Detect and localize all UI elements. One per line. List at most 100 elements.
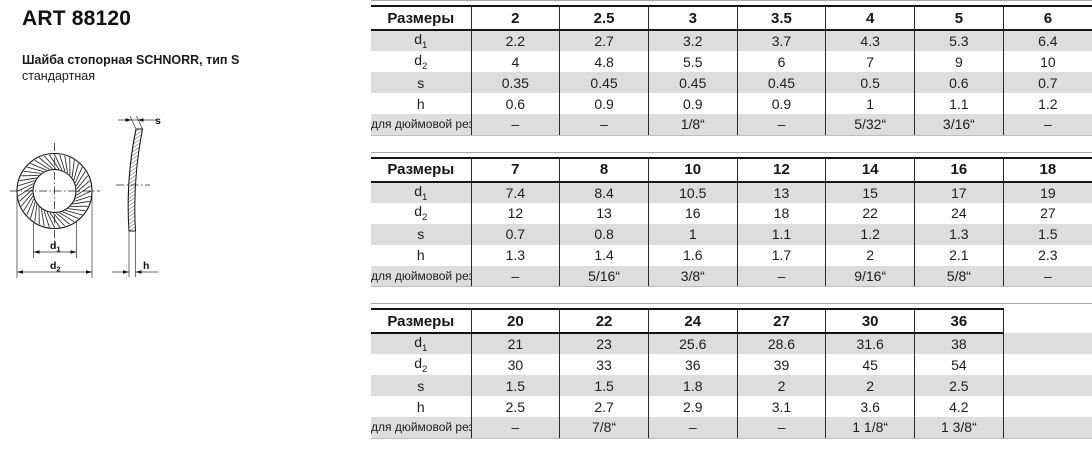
value-cell: 3.7 — [736, 30, 826, 51]
value-cell: 0.45 — [647, 72, 738, 93]
value-cell: 0.7 — [470, 223, 560, 245]
value-cell: – — [470, 114, 560, 136]
value-cell: 2.5 — [470, 396, 560, 417]
table-row: d2 12 13 16 18 22 24 27 — [371, 202, 1092, 224]
row-label-cell: для дюймовой резьбы — [371, 265, 471, 287]
value-cell: 0.5 — [825, 72, 915, 93]
size-header-cell: 20 — [470, 308, 560, 334]
value-cell: 15 — [825, 181, 915, 203]
value-cell: 1.3 — [914, 223, 1004, 245]
table-row: для дюймовой резьбы–5/16“3/8“–9/16“5/8“– — [371, 265, 1092, 287]
dimension-table-sizes-7-18: Размеры 7 8 10 12 14 16 18 d1 7.4 8.4 10.5 13 15 17 19… — [371, 156, 1092, 287]
size-header-cell: 22 — [559, 308, 649, 334]
table-row: для дюймовой резьбы––1/8“–5/32“3/16“– — [371, 114, 1092, 136]
value-cell: 24 — [914, 202, 1004, 224]
value-cell: 0.6 — [470, 93, 560, 114]
value-cell: – — [736, 417, 826, 439]
value-cell: 1.1 — [736, 223, 826, 245]
size-header-cell: 3.5 — [736, 5, 826, 31]
value-cell: 0.35 — [470, 72, 560, 93]
dimension-tables-panel: Размеры 2 2.5 3 3.5 4 5 6 d1 2.2 2.7 3.2 3.7 4.3 5.3 6… — [371, 0, 1092, 439]
value-cell: – — [470, 417, 560, 439]
value-cell: 4.3 — [825, 30, 915, 51]
value-cell: 5.5 — [647, 51, 738, 72]
size-header-cell: 36 — [914, 308, 1004, 334]
size-header-cell: 4 — [825, 5, 915, 31]
size-header-cell: 24 — [647, 308, 738, 334]
value-cell: 3.2 — [647, 30, 738, 51]
value-cell: 7 — [825, 51, 915, 72]
value-cell — [1002, 417, 1092, 439]
value-cell: 13 — [736, 181, 826, 203]
table-header-row: Размеры 2 2.5 3 3.5 4 5 6 — [371, 5, 1092, 31]
value-cell: 9/16“ — [825, 265, 915, 287]
value-cell: 17 — [914, 181, 1004, 203]
size-header-cell: 14 — [825, 156, 915, 183]
row-label-cell: h — [416, 95, 425, 112]
value-cell: 2.2 — [470, 30, 560, 51]
value-cell: 0.6 — [914, 72, 1004, 93]
value-cell: 7/8“ — [559, 417, 649, 439]
value-cell: 18 — [736, 202, 826, 224]
dim-label-h: h — [143, 260, 149, 272]
value-cell: 1.2 — [825, 223, 915, 245]
value-cell: 2.7 — [559, 30, 649, 51]
table-row: d1 2.2 2.7 3.2 3.7 4.3 5.3 6.4 — [371, 30, 1092, 51]
table-row: d2 4 4.8 5.5 6 7 9 10 — [371, 51, 1092, 72]
value-cell: 38 — [914, 333, 1004, 354]
size-header-cell: 18 — [1002, 156, 1092, 183]
value-cell: 19 — [1002, 181, 1092, 203]
value-cell: 30 — [470, 354, 560, 375]
value-cell: 21 — [470, 333, 560, 354]
table-row: h 1.3 1.4 1.6 1.7 2 2.1 2.3 — [371, 244, 1092, 266]
washer-front-view: d1 d2 — [10, 143, 100, 278]
value-cell — [1002, 333, 1092, 354]
value-cell: 27 — [1002, 202, 1092, 224]
table-row: h 2.5 2.7 2.9 3.1 3.6 4.2 — [371, 396, 1092, 417]
value-cell: 2.7 — [559, 396, 649, 417]
row-label-cell: d1 — [414, 182, 428, 203]
value-cell: 9 — [914, 51, 1004, 72]
table-row: d1 21 23 25.6 28.6 31.6 38 — [371, 333, 1092, 354]
value-cell: 1.4 — [559, 244, 649, 266]
product-subtitle: Шайба стопорная SCHNORR, тип S стандартн… — [22, 52, 239, 84]
value-cell: 1 3/8“ — [914, 417, 1004, 439]
value-cell: 1 — [825, 93, 915, 114]
value-cell: 23 — [559, 333, 649, 354]
value-cell: 3.6 — [825, 396, 915, 417]
value-cell: 10 — [1002, 51, 1092, 72]
value-cell: 5.3 — [914, 30, 1004, 51]
value-cell: 36 — [647, 354, 738, 375]
value-cell: 5/32“ — [825, 114, 915, 136]
value-cell: 1.1 — [914, 93, 1004, 114]
size-header-cell: 8 — [559, 156, 649, 183]
value-cell: – — [559, 114, 649, 136]
value-cell: 39 — [736, 354, 826, 375]
table-row: для дюймовой резьбы–7/8“––1 1/8“1 3/8“ — [371, 417, 1092, 439]
washer-drawing-svg: d1 d2 s h — [10, 115, 161, 278]
sizes-header-cell: Размеры — [371, 308, 471, 334]
value-cell — [1002, 375, 1092, 396]
value-cell: 0.45 — [559, 72, 649, 93]
value-cell: 1.2 — [1002, 93, 1092, 114]
value-cell: 2.1 — [914, 244, 1004, 266]
value-cell: 7.4 — [470, 181, 560, 203]
row-label-cell: s — [417, 74, 425, 91]
row-label-cell: s — [417, 377, 425, 394]
size-header-cell: 5 — [914, 5, 1004, 31]
value-cell: 8.4 — [559, 181, 649, 203]
value-cell: 2.5 — [914, 375, 1004, 396]
value-cell: 1.8 — [647, 375, 738, 396]
value-cell: – — [736, 265, 826, 287]
value-cell: 3.1 — [736, 396, 826, 417]
value-cell: 22 — [825, 202, 915, 224]
value-cell: 2.3 — [1002, 244, 1092, 266]
value-cell: 1.3 — [470, 244, 560, 266]
washer-technical-drawing: d1 d2 s h — [6, 112, 186, 292]
product-subtitle-line1: Шайба стопорная SCHNORR, тип S — [22, 53, 240, 67]
value-cell: 31.6 — [825, 333, 915, 354]
value-cell: 28.6 — [736, 333, 826, 354]
size-header-cell: 2.5 — [559, 5, 649, 31]
row-label-cell: для дюймовой резьбы — [371, 417, 471, 439]
value-cell: 2 — [736, 375, 826, 396]
